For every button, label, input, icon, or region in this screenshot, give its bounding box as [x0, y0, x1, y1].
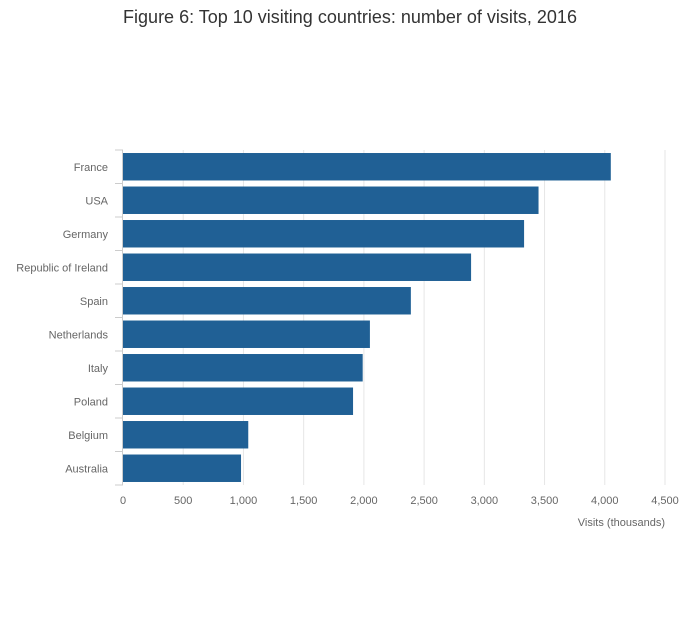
bar — [123, 186, 539, 214]
y-tick-label: USA — [85, 195, 108, 207]
chart-title: Figure 6: Top 10 visiting countries: num… — [123, 7, 577, 27]
y-tick-label: Italy — [88, 363, 109, 375]
y-tick-label: Belgium — [68, 430, 108, 442]
bar — [123, 253, 472, 281]
y-tick-label: Germany — [63, 229, 109, 241]
x-tick-label: 4,000 — [591, 495, 619, 507]
bar — [123, 220, 525, 248]
bar-layer — [123, 153, 611, 482]
x-tick-label: 1,500 — [290, 495, 318, 507]
y-tick-label: France — [74, 162, 108, 174]
x-tick-label: 4,500 — [651, 495, 679, 507]
bar — [123, 387, 354, 415]
x-tick-label: 2,000 — [350, 495, 378, 507]
y-tick-label: Republic of Ireland — [16, 262, 108, 274]
x-tick-label: 3,000 — [471, 495, 499, 507]
bar — [123, 454, 242, 482]
x-tick-label: 3,500 — [531, 495, 559, 507]
y-tick-label: Netherlands — [49, 329, 109, 341]
x-tick-label: 1,000 — [230, 495, 258, 507]
axis-layer: 0 500 1,000 1,500 2,000 2,500 3,000 3,500 4,000 4… — [16, 149, 679, 507]
x-tick-label: 2,500 — [410, 495, 438, 507]
x-axis-label: Visits (thousands) — [578, 517, 665, 529]
bar — [123, 287, 411, 315]
x-tick-label: 0 — [120, 495, 126, 507]
y-tick-label: Australia — [65, 463, 109, 475]
y-tick-label: Poland — [74, 396, 108, 408]
bar — [123, 421, 249, 449]
y-tick-label: Spain — [80, 296, 108, 308]
bar — [123, 354, 363, 382]
bar — [123, 320, 370, 348]
x-tick-label: 500 — [174, 495, 192, 507]
bar — [123, 153, 611, 181]
grid-layer — [182, 150, 666, 485]
